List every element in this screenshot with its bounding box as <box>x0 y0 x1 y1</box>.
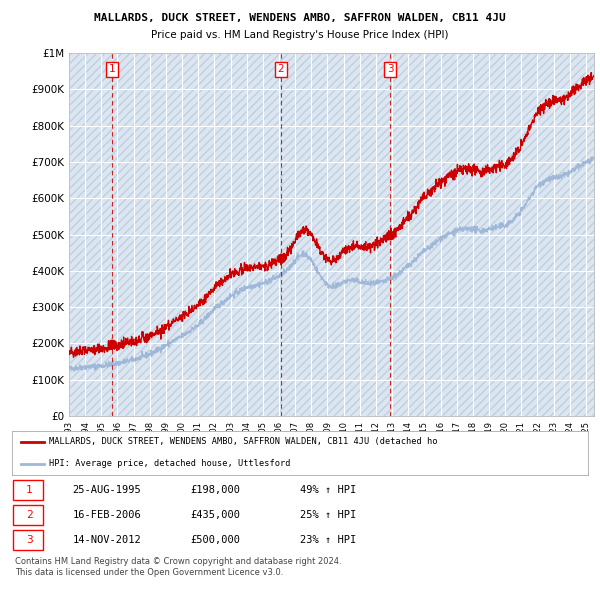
Text: 2: 2 <box>278 64 284 74</box>
Text: MALLARDS, DUCK STREET, WENDENS AMBO, SAFFRON WALDEN, CB11 4JU: MALLARDS, DUCK STREET, WENDENS AMBO, SAF… <box>94 13 506 23</box>
Text: 23% ↑ HPI: 23% ↑ HPI <box>300 535 356 545</box>
FancyBboxPatch shape <box>13 530 43 550</box>
Text: HPI: Average price, detached house, Uttlesford: HPI: Average price, detached house, Uttl… <box>49 460 291 468</box>
Text: MALLARDS, DUCK STREET, WENDENS AMBO, SAFFRON WALDEN, CB11 4JU (detached ho: MALLARDS, DUCK STREET, WENDENS AMBO, SAF… <box>49 437 438 446</box>
Text: 1: 1 <box>26 485 32 495</box>
Text: 3: 3 <box>26 535 32 545</box>
Text: 14-NOV-2012: 14-NOV-2012 <box>73 535 141 545</box>
Text: £198,000: £198,000 <box>191 485 241 495</box>
Text: £500,000: £500,000 <box>191 535 241 545</box>
Text: 2: 2 <box>26 510 32 520</box>
Text: 25-AUG-1995: 25-AUG-1995 <box>73 485 141 495</box>
Text: This data is licensed under the Open Government Licence v3.0.: This data is licensed under the Open Gov… <box>15 568 283 576</box>
Text: Price paid vs. HM Land Registry's House Price Index (HPI): Price paid vs. HM Land Registry's House … <box>151 30 449 40</box>
FancyBboxPatch shape <box>13 480 43 500</box>
FancyBboxPatch shape <box>13 505 43 525</box>
Text: 3: 3 <box>387 64 394 74</box>
Text: 49% ↑ HPI: 49% ↑ HPI <box>300 485 356 495</box>
Text: 1: 1 <box>109 64 115 74</box>
Text: Contains HM Land Registry data © Crown copyright and database right 2024.: Contains HM Land Registry data © Crown c… <box>15 557 341 566</box>
Text: 25% ↑ HPI: 25% ↑ HPI <box>300 510 356 520</box>
Text: £435,000: £435,000 <box>191 510 241 520</box>
Text: 16-FEB-2006: 16-FEB-2006 <box>73 510 141 520</box>
